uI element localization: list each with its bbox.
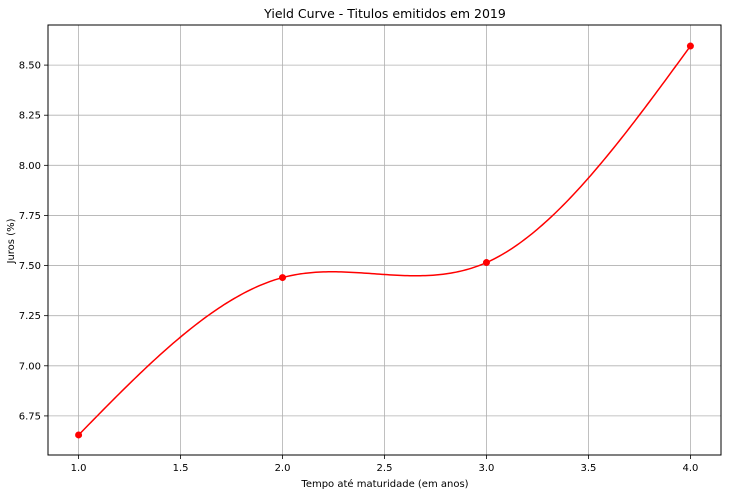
y-axis-ticks: 6.75 7.00 7.25 7.50 7.75 8.00 8.25 8.50 [19,61,48,422]
x-tick-label: 3.0 [479,463,495,474]
y-tick-label: 8.00 [19,161,41,172]
y-tick-label: 6.75 [19,411,41,422]
x-tick-label: 1.0 [71,463,87,474]
x-tick-label: 4.0 [682,463,698,474]
y-tick-label: 8.50 [19,61,41,72]
data-point [482,259,490,267]
data-point [686,42,694,50]
data-point [279,274,287,282]
y-tick-label: 8.25 [19,111,41,122]
grid-lines [48,25,721,455]
y-tick-label: 7.75 [19,211,41,222]
curve-layer [78,45,692,436]
chart-title: Yield Curve - Titulos emitidos em 2019 [263,6,506,21]
yield-curve-line [78,45,692,436]
x-tick-label: 3.5 [580,463,596,474]
y-tick-label: 7.50 [19,261,41,272]
x-tick-label: 2.0 [275,463,291,474]
x-tick-label: 2.5 [377,463,393,474]
x-axis-ticks: 1.0 1.5 2.0 2.5 3.0 3.5 4.0 [71,455,698,474]
x-tick-label: 1.5 [173,463,189,474]
data-points [75,42,694,439]
y-axis-label: Juros (%) [6,218,17,264]
y-tick-label: 7.00 [19,361,41,372]
y-tick-label: 7.25 [19,311,41,322]
data-point [75,431,83,439]
x-axis-label: Tempo até maturidade (em anos) [300,478,468,490]
